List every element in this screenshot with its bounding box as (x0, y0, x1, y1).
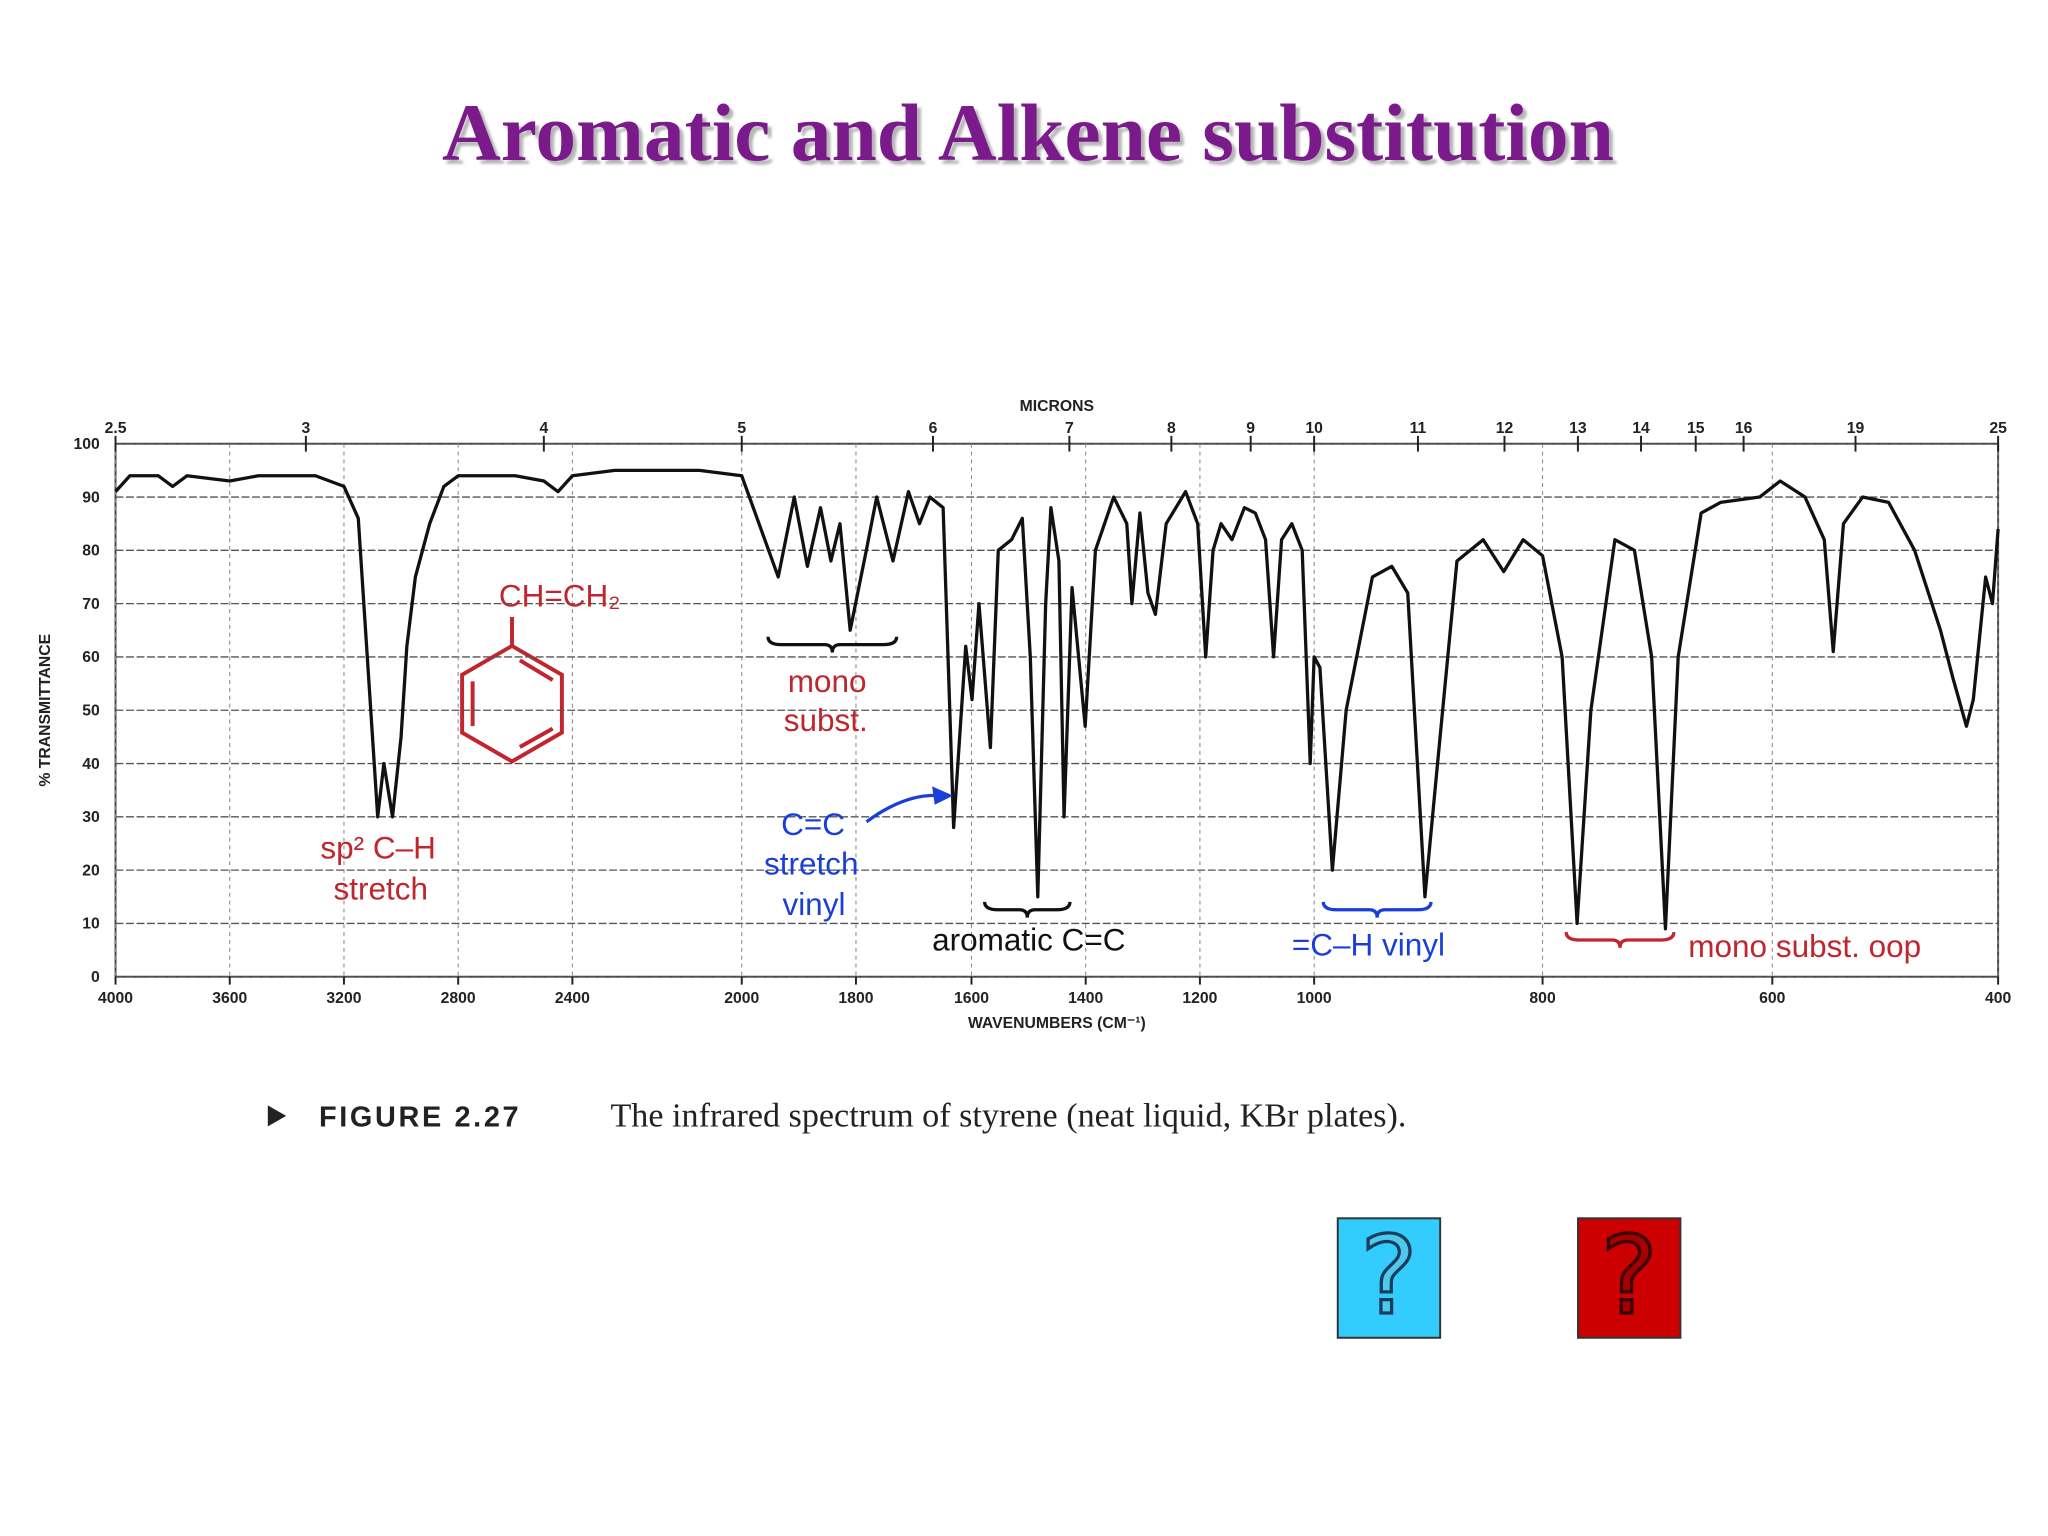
annotation: aromatic C=C (932, 921, 1125, 957)
brace (1564, 931, 1676, 948)
spectrum-line (114, 468, 2000, 931)
annotation: =C–H vinyl (1292, 927, 1445, 963)
figure-caption: The infrared spectrum of styrene (neat l… (610, 1097, 1406, 1134)
brace (766, 636, 899, 653)
x2-tick-label: 10 (1305, 420, 1323, 437)
x2-tick-label: 5 (737, 420, 746, 437)
brace (1321, 901, 1433, 918)
slide-title: Aromatic and Alkene substitution (442, 87, 1614, 178)
help-button[interactable]: ? (1336, 1212, 1442, 1340)
x2-tick-label: 6 (929, 420, 938, 437)
caption-marker (267, 1105, 287, 1127)
x-tick-label: 400 (1985, 990, 2012, 1007)
brace (982, 901, 1072, 918)
y-tick-label: 80 (82, 543, 100, 560)
annotation: C=C (781, 806, 845, 842)
button-face[interactable] (1577, 1217, 1682, 1339)
x-tick-label: 3200 (326, 990, 361, 1007)
button-label[interactable]: ? (1359, 1212, 1419, 1340)
y-tick-label: 0 (91, 969, 100, 986)
y-tick-label: 20 (82, 862, 100, 879)
y-tick-label: 40 (82, 756, 100, 773)
x-tick-label: 4000 (98, 990, 133, 1007)
x-tick-label: 2400 (555, 990, 590, 1007)
x-tick-label: 800 (1529, 990, 1556, 1007)
button-label[interactable]: ? (1599, 1212, 1659, 1340)
y-tick-label: 100 (73, 436, 100, 453)
x2-tick-label: 2.5 (105, 420, 127, 437)
annotation: mono (788, 663, 867, 699)
annotation: CH=CH₂ (499, 578, 621, 614)
x-tick-label: 3600 (212, 990, 247, 1007)
x2-tick-label: 13 (1569, 420, 1587, 437)
y-tick-label: 70 (82, 596, 100, 613)
annotation: subst. (784, 702, 868, 738)
figure-label: FIGURE 2.27 (319, 1101, 521, 1133)
x2-tick-label: 8 (1167, 420, 1176, 437)
annotation: vinyl (782, 886, 845, 922)
x2-tick-label: 9 (1246, 420, 1255, 437)
x2-tick-label: 3 (302, 420, 311, 437)
annotation: sp² C–H (320, 830, 436, 866)
x2-tick-label: 19 (1847, 420, 1865, 437)
x2-axis-title: MICRONS (1020, 398, 1094, 415)
y-axis-title: % TRANSMITTANCE (37, 634, 54, 787)
x-tick-label: 1200 (1182, 990, 1217, 1007)
x2-tick-label: 25 (1989, 420, 2007, 437)
benzene-structure (460, 617, 564, 764)
y-tick-label: 90 (82, 489, 100, 506)
x-axis-title: WAVENUMBERS (CM⁻¹) (968, 1015, 1146, 1032)
y-tick-label: 30 (82, 809, 100, 826)
annotation: stretch (333, 870, 428, 906)
x-tick-label: 1400 (1068, 990, 1103, 1007)
annotation: stretch (764, 845, 859, 881)
x-tick-label: 2000 (724, 990, 759, 1007)
x2-tick-label: 11 (1410, 420, 1427, 437)
x2-tick-label: 12 (1496, 420, 1514, 437)
x2-tick-label: 4 (539, 420, 548, 437)
annotation: mono subst. oop (1688, 928, 1921, 964)
x2-tick-label: 14 (1632, 420, 1650, 437)
button-face[interactable] (1336, 1217, 1442, 1339)
x2-tick-label: 7 (1065, 420, 1074, 437)
x-tick-label: 1600 (954, 990, 989, 1007)
y-tick-label: 60 (82, 649, 100, 666)
x-tick-label: 1800 (838, 990, 873, 1007)
x2-tick-label: 15 (1687, 420, 1705, 437)
arrow-head (932, 786, 954, 805)
x2-tick-label: 16 (1735, 420, 1753, 437)
help-button[interactable]: ? (1577, 1212, 1682, 1340)
y-tick-label: 50 (82, 702, 100, 719)
y-tick-label: 10 (82, 916, 100, 933)
x-tick-label: 2800 (441, 990, 476, 1007)
arrow (865, 793, 941, 824)
x-tick-label: 600 (1759, 990, 1786, 1007)
x-tick-label: 1000 (1297, 990, 1332, 1007)
